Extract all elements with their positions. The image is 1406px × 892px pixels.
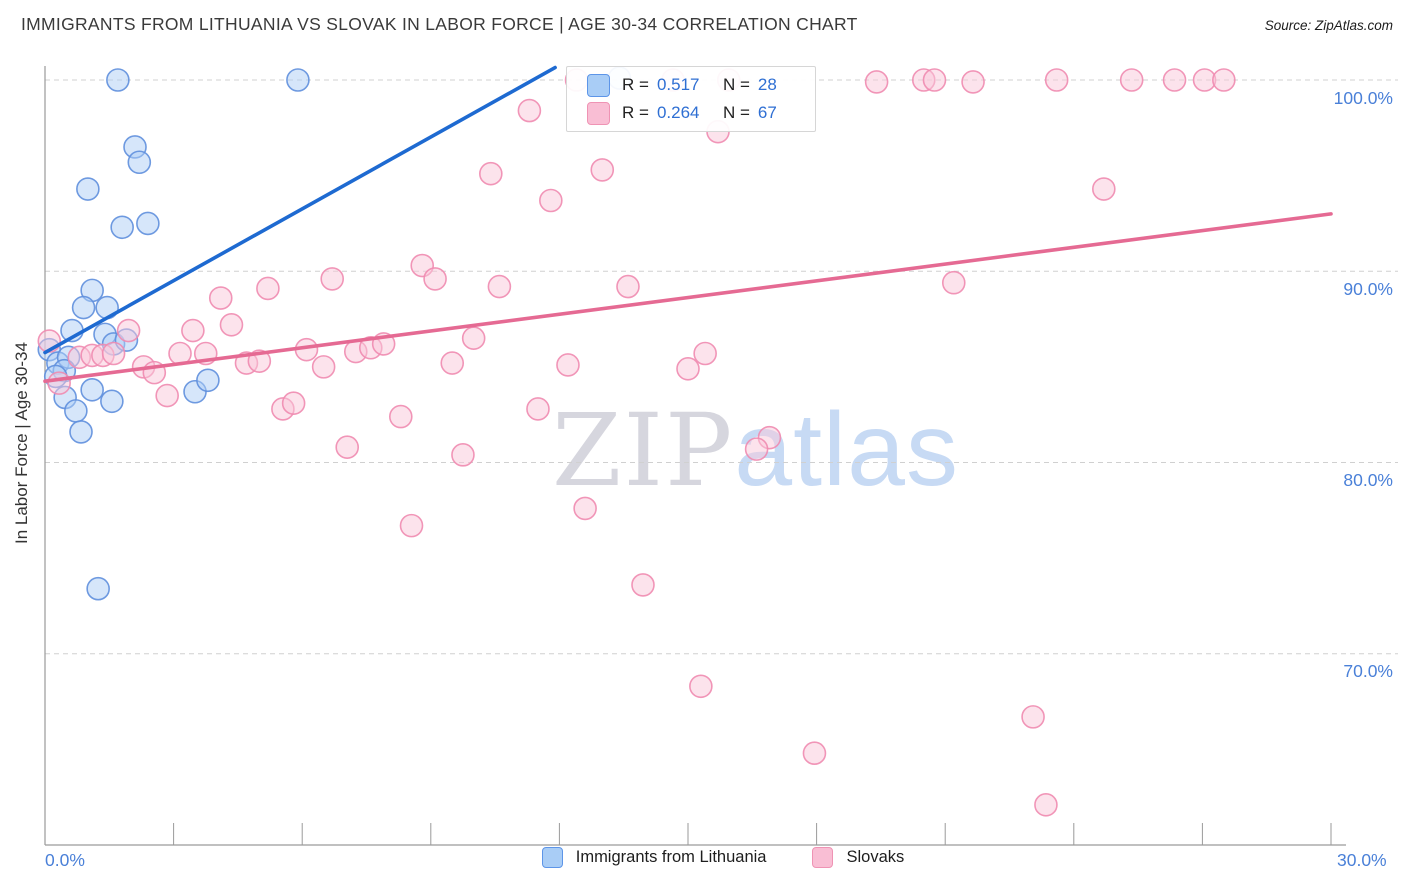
pink-data-point — [181, 318, 205, 343]
page-title: IMMIGRANTS FROM LITHUANIA VS SLOVAK IN L… — [21, 14, 858, 34]
y-axis-title: In Labor Force | Age 30-34 — [12, 342, 31, 544]
blue-trend-line — [43, 65, 557, 355]
pink-trend-line — [43, 212, 1333, 384]
y-tick-label-70: 70.0% — [1343, 661, 1393, 681]
pink-data-point — [556, 353, 580, 377]
blue-data-point — [80, 378, 104, 402]
n-label: N = — [722, 75, 750, 94]
blue-data-point — [196, 368, 220, 393]
blue-data-point — [110, 215, 134, 240]
pink-data-point — [47, 371, 71, 395]
bottom-legend-label: Slovaks — [846, 848, 905, 866]
bottom-legend-item-slovaks: Slovaks — [812, 847, 904, 868]
y-tick-label-100: 100.0% — [1333, 88, 1393, 108]
pink-data-point — [631, 573, 655, 597]
pink-data-point — [451, 443, 475, 467]
pink-data-point — [744, 437, 769, 461]
n-label: N = — [722, 103, 750, 122]
blue-data-point — [286, 68, 310, 92]
blue-data-point — [100, 389, 124, 414]
pink-data-point — [573, 496, 597, 521]
pink-data-point — [335, 435, 360, 460]
correlation-legend-box: R = 0.517 N = 28 R = 0.264 N = 67 — [566, 66, 816, 132]
blue-data-point — [69, 420, 93, 444]
pink-data-point — [1021, 705, 1045, 729]
y-tick-label-90: 90.0% — [1343, 279, 1393, 299]
pink-data-point — [922, 68, 947, 92]
n-value: 28 — [757, 75, 777, 94]
pink-data-point — [526, 397, 550, 421]
blue-data-point — [127, 150, 152, 175]
pink-data-point — [961, 70, 985, 94]
y-tick-label-80: 80.0% — [1343, 470, 1393, 490]
pink-series-swatch — [587, 101, 610, 125]
blue-series-swatch — [541, 847, 563, 868]
blue-data-point — [86, 576, 110, 601]
pink-data-point — [1162, 68, 1187, 92]
pink-data-point — [388, 404, 413, 429]
r-label: R = — [622, 75, 649, 94]
pink-data-point — [116, 318, 141, 343]
x-max-label: 30.0% — [1337, 850, 1387, 870]
source-credit: Source: ZipAtlas.com — [1264, 18, 1393, 33]
pink-data-point — [689, 674, 713, 699]
pink-series-swatch — [812, 847, 834, 868]
legend-row-slovaks: R = 0.264 N = 67 — [587, 101, 815, 125]
n-value: 67 — [757, 103, 777, 122]
blue-data-point — [136, 211, 160, 236]
pink-data-point — [423, 267, 447, 291]
pink-data-point — [864, 70, 889, 94]
pink-data-point — [320, 267, 345, 291]
blue-data-point — [76, 177, 100, 201]
pink-data-point — [256, 276, 280, 301]
pink-data-point — [1092, 177, 1116, 201]
pink-data-point — [1044, 68, 1069, 92]
r-value: 0.517 — [656, 75, 700, 94]
pink-data-point — [1119, 68, 1144, 92]
pink-data-point — [802, 741, 827, 766]
pink-data-point — [1034, 793, 1058, 817]
pink-data-point — [590, 158, 615, 182]
pink-data-point — [676, 356, 700, 381]
pink-data-point — [693, 341, 717, 366]
pink-data-point — [101, 341, 126, 366]
pink-data-point — [941, 270, 966, 295]
x-min-label: 0.0% — [45, 850, 85, 870]
bottom-legend-label: Immigrants from Lithuania — [575, 848, 767, 866]
pink-data-point — [616, 274, 640, 299]
pink-data-point — [487, 274, 512, 299]
pink-data-point — [399, 513, 424, 538]
pink-data-point — [479, 161, 503, 186]
pink-data-point — [461, 326, 486, 350]
blue-series-swatch — [587, 73, 610, 97]
pink-data-point — [208, 286, 233, 310]
r-label: R = — [622, 103, 649, 122]
pink-data-point — [155, 383, 179, 408]
pink-data-point — [539, 188, 563, 213]
blue-data-point — [71, 295, 96, 320]
bottom-legend-item-lithuania: Immigrants from Lithuania — [541, 847, 767, 868]
r-value: 0.264 — [656, 103, 700, 122]
pink-data-point — [311, 355, 336, 379]
pink-data-point — [281, 391, 306, 416]
pink-data-point — [1212, 68, 1236, 92]
pink-data-point — [219, 312, 244, 337]
pink-data-point — [440, 351, 465, 375]
bottom-legend: Immigrants from Lithuania Slovaks — [0, 847, 1406, 868]
pink-data-point — [517, 98, 542, 123]
blue-data-point — [64, 399, 88, 423]
blue-data-point — [106, 68, 130, 92]
legend-row-lithuania: R = 0.517 N = 28 — [587, 73, 815, 97]
